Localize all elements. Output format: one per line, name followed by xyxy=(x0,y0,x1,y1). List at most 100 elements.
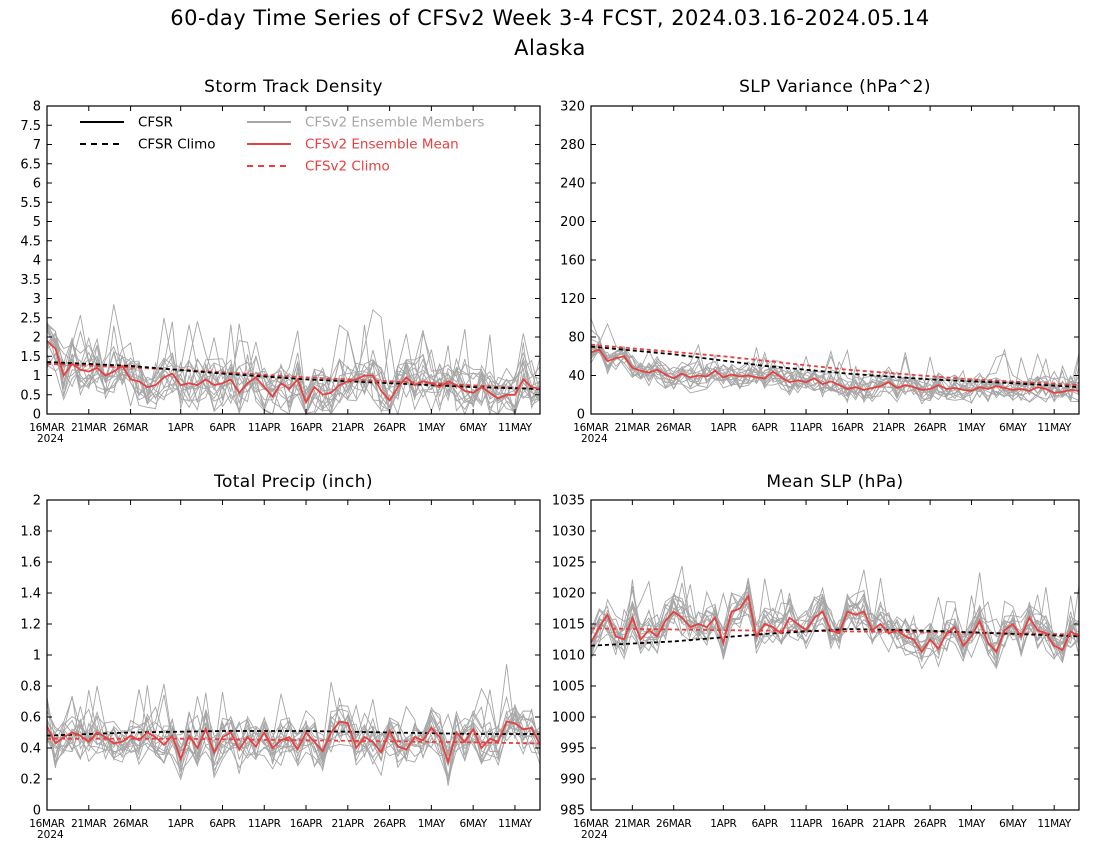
y-tick-label: 320 xyxy=(560,100,585,115)
y-tick-label: 1.6 xyxy=(20,556,41,571)
x-tick-label: 16MAR xyxy=(573,818,608,830)
y-tick-label: 240 xyxy=(560,177,585,192)
x-tick-label: 11MAY xyxy=(498,422,533,434)
y-tick-label: 0.6 xyxy=(20,711,41,726)
x-tick-label: 21APR xyxy=(872,818,905,830)
y-tick-label: 280 xyxy=(560,138,585,153)
y-tick-label: 4.5 xyxy=(20,234,41,249)
x-tick-label: 6APR xyxy=(752,818,778,830)
chart-panel-4: Mean SLP (hPa) 985 990 995 1000 1005 1010 1015 1… xyxy=(552,472,1080,841)
y-tick-label: 1 xyxy=(33,369,41,384)
ensemble-member-line xyxy=(590,582,1080,660)
x-tick-label: 1APR xyxy=(168,818,194,830)
x-tick-label: 6APR xyxy=(209,422,235,434)
y-tick-label: 1.8 xyxy=(20,525,41,540)
figure-subtitle: Alaska xyxy=(514,36,586,60)
x-tick-label: 1APR xyxy=(168,422,194,434)
x-tick-label: 1APR xyxy=(710,422,736,434)
ensemble-member-line xyxy=(46,323,541,414)
x-year-label: 2024 xyxy=(37,433,64,445)
y-tick-label: 160 xyxy=(560,254,585,269)
legend-cfsr-label: CFSR xyxy=(138,115,173,131)
chart-title: Storm Track Density xyxy=(204,77,383,97)
y-tick-label: 5 xyxy=(33,215,41,230)
y-tick-label: 1 xyxy=(33,649,41,664)
ensemble-member-line xyxy=(46,324,541,416)
x-tick-label: 26APR xyxy=(914,422,947,434)
x-tick-label: 16APR xyxy=(290,818,323,830)
y-tick-label: 4 xyxy=(33,254,41,269)
x-tick-label: 11MAY xyxy=(1037,422,1072,434)
ensemble-mean-line xyxy=(590,348,1080,394)
y-tick-label: 1035 xyxy=(552,494,585,509)
ensemble-member-line xyxy=(46,330,541,416)
x-tick-label: 21MAR xyxy=(615,818,650,830)
x-tick-label: 11APR xyxy=(790,422,823,434)
ensemble-member-line xyxy=(590,347,1080,399)
y-tick-label: 1030 xyxy=(552,525,585,540)
x-tick-label: 1MAY xyxy=(418,422,446,434)
y-tick-label: 0 xyxy=(33,804,41,819)
x-tick-label: 11APR xyxy=(248,818,281,830)
x-tick-label: 1APR xyxy=(710,818,736,830)
y-tick-label: 0 xyxy=(33,408,41,423)
y-tick-label: 995 xyxy=(560,742,585,757)
y-tick-label: 0.5 xyxy=(20,388,41,403)
x-tick-label: 1MAY xyxy=(418,818,446,830)
x-tick-label: 11APR xyxy=(248,422,281,434)
x-tick-label: 21APR xyxy=(872,422,905,434)
ensemble-member-line xyxy=(46,695,541,764)
y-tick-label: 5.5 xyxy=(20,196,41,211)
x-tick-label: 26APR xyxy=(373,422,406,434)
y-tick-label: 1.4 xyxy=(20,587,41,602)
ensemble-mean-line xyxy=(46,720,541,766)
cfsr-climo-line xyxy=(590,345,1080,388)
chart-panel-3: Total Precip (inch) 0 0.2 0.4 0.6 0.8 1 1.2 1.4 1… xyxy=(20,472,541,841)
y-tick-label: 0.2 xyxy=(20,773,41,788)
ensemble-member-line xyxy=(590,318,1080,397)
cfsv2-climo-line xyxy=(47,737,541,745)
ensemble-member-line xyxy=(46,664,541,765)
cfsv2-climo-line xyxy=(46,363,541,390)
x-tick-label: 16APR xyxy=(831,422,864,434)
y-tick-label: 1.2 xyxy=(20,618,41,633)
x-tick-label: 1MAY xyxy=(958,422,986,434)
cfsr-climo-line xyxy=(590,628,1080,647)
y-tick-label: 3 xyxy=(33,292,41,307)
x-tick-label: 21MAR xyxy=(615,422,650,434)
y-tick-label: 0.4 xyxy=(20,742,41,757)
y-tick-label: 1005 xyxy=(552,680,585,695)
chart-title: Mean SLP (hPa) xyxy=(766,472,903,492)
x-tick-label: 6MAY xyxy=(999,422,1027,434)
ensemble-member-line xyxy=(590,348,1080,401)
chart-panel-1: Storm Track Density 0 0.5 1 1.5 2 2.5 3 3.5 4 4.5 5… xyxy=(20,77,541,445)
y-tick-label: 7.5 xyxy=(20,119,41,134)
x-tick-label: 1MAY xyxy=(958,818,986,830)
x-tick-label: 21APR xyxy=(331,818,364,830)
y-tick-label: 2 xyxy=(33,331,41,346)
y-tick-label: 8 xyxy=(33,100,41,115)
legend-cfsv2-climo-label: CFSv2 Climo xyxy=(305,159,390,175)
x-year-label: 2024 xyxy=(581,829,608,841)
y-tick-label: 0 xyxy=(577,408,585,423)
chart-title: Total Precip (inch) xyxy=(213,472,373,492)
x-tick-label: 6APR xyxy=(209,818,235,830)
y-tick-label: 1020 xyxy=(552,587,585,602)
y-tick-label: 40 xyxy=(568,369,585,384)
x-tick-label: 26APR xyxy=(914,818,947,830)
ensemble-member-line xyxy=(590,565,1080,664)
x-tick-label: 21MAR xyxy=(71,422,106,434)
cfsr-climo-line xyxy=(46,361,541,390)
y-tick-label: 2 xyxy=(33,494,41,509)
plot-frame xyxy=(590,499,1080,811)
ensemble-member-line xyxy=(46,333,541,416)
y-tick-label: 1.5 xyxy=(20,350,41,365)
legend-cfsr-climo-label: CFSR Climo xyxy=(138,137,216,153)
ensemble-member-line xyxy=(46,685,541,770)
cfsr-climo-line xyxy=(46,730,540,737)
x-tick-label: 11MAY xyxy=(1037,818,1072,830)
y-tick-label: 990 xyxy=(560,773,585,788)
y-tick-label: 0.8 xyxy=(20,680,41,695)
x-tick-label: 26MAR xyxy=(113,818,148,830)
